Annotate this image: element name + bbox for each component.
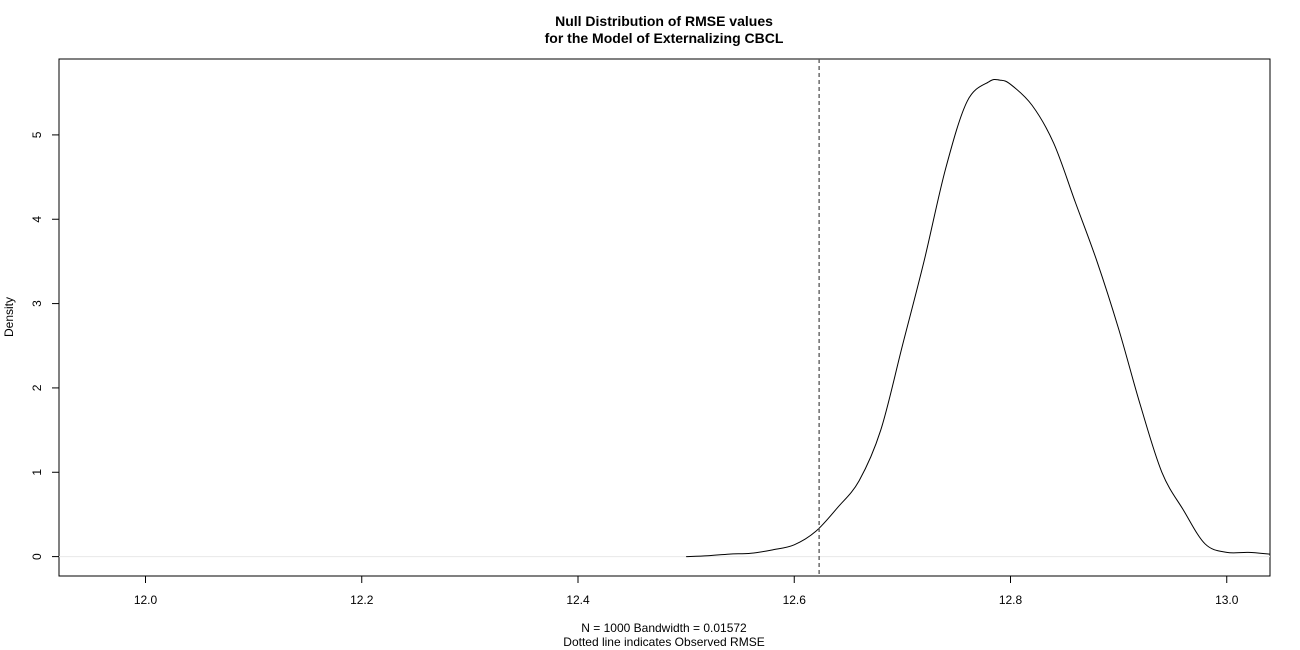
- y-axis-label: Density: [2, 297, 16, 337]
- y-tick-label: 4: [30, 216, 44, 223]
- x-tick-label: 12.4: [566, 593, 590, 607]
- density-curve: [686, 78, 1271, 558]
- y-tick-label: 1: [30, 469, 44, 476]
- x-tick-label: 12.2: [350, 593, 374, 607]
- x-tick-label: 12.0: [134, 593, 158, 607]
- x-axis: 12.0 12.2 12.4 12.6 12.8 13.0: [134, 575, 1239, 607]
- chart-title-line1: Null Distribution of RMSE values: [555, 13, 773, 29]
- x-axis-label-line2: Dotted line indicates Observed RMSE: [563, 635, 764, 649]
- y-axis: 0 1 2 3 4 5: [30, 131, 60, 560]
- plot-frame: [58, 58, 1271, 577]
- x-tick-label: 12.8: [999, 593, 1023, 607]
- y-tick-label: 2: [30, 384, 44, 391]
- plot-area: [59, 59, 1271, 576]
- x-tick-label: 12.6: [783, 593, 807, 607]
- x-tick-label: 13.0: [1215, 593, 1239, 607]
- y-tick-label: 0: [30, 553, 44, 560]
- x-axis-label-line1: N = 1000 Bandwidth = 0.01572: [581, 621, 747, 635]
- chart-title-line2: for the Model of Externalizing CBCL: [545, 30, 784, 46]
- y-tick-label: 5: [30, 131, 44, 138]
- y-tick-label: 3: [30, 300, 44, 307]
